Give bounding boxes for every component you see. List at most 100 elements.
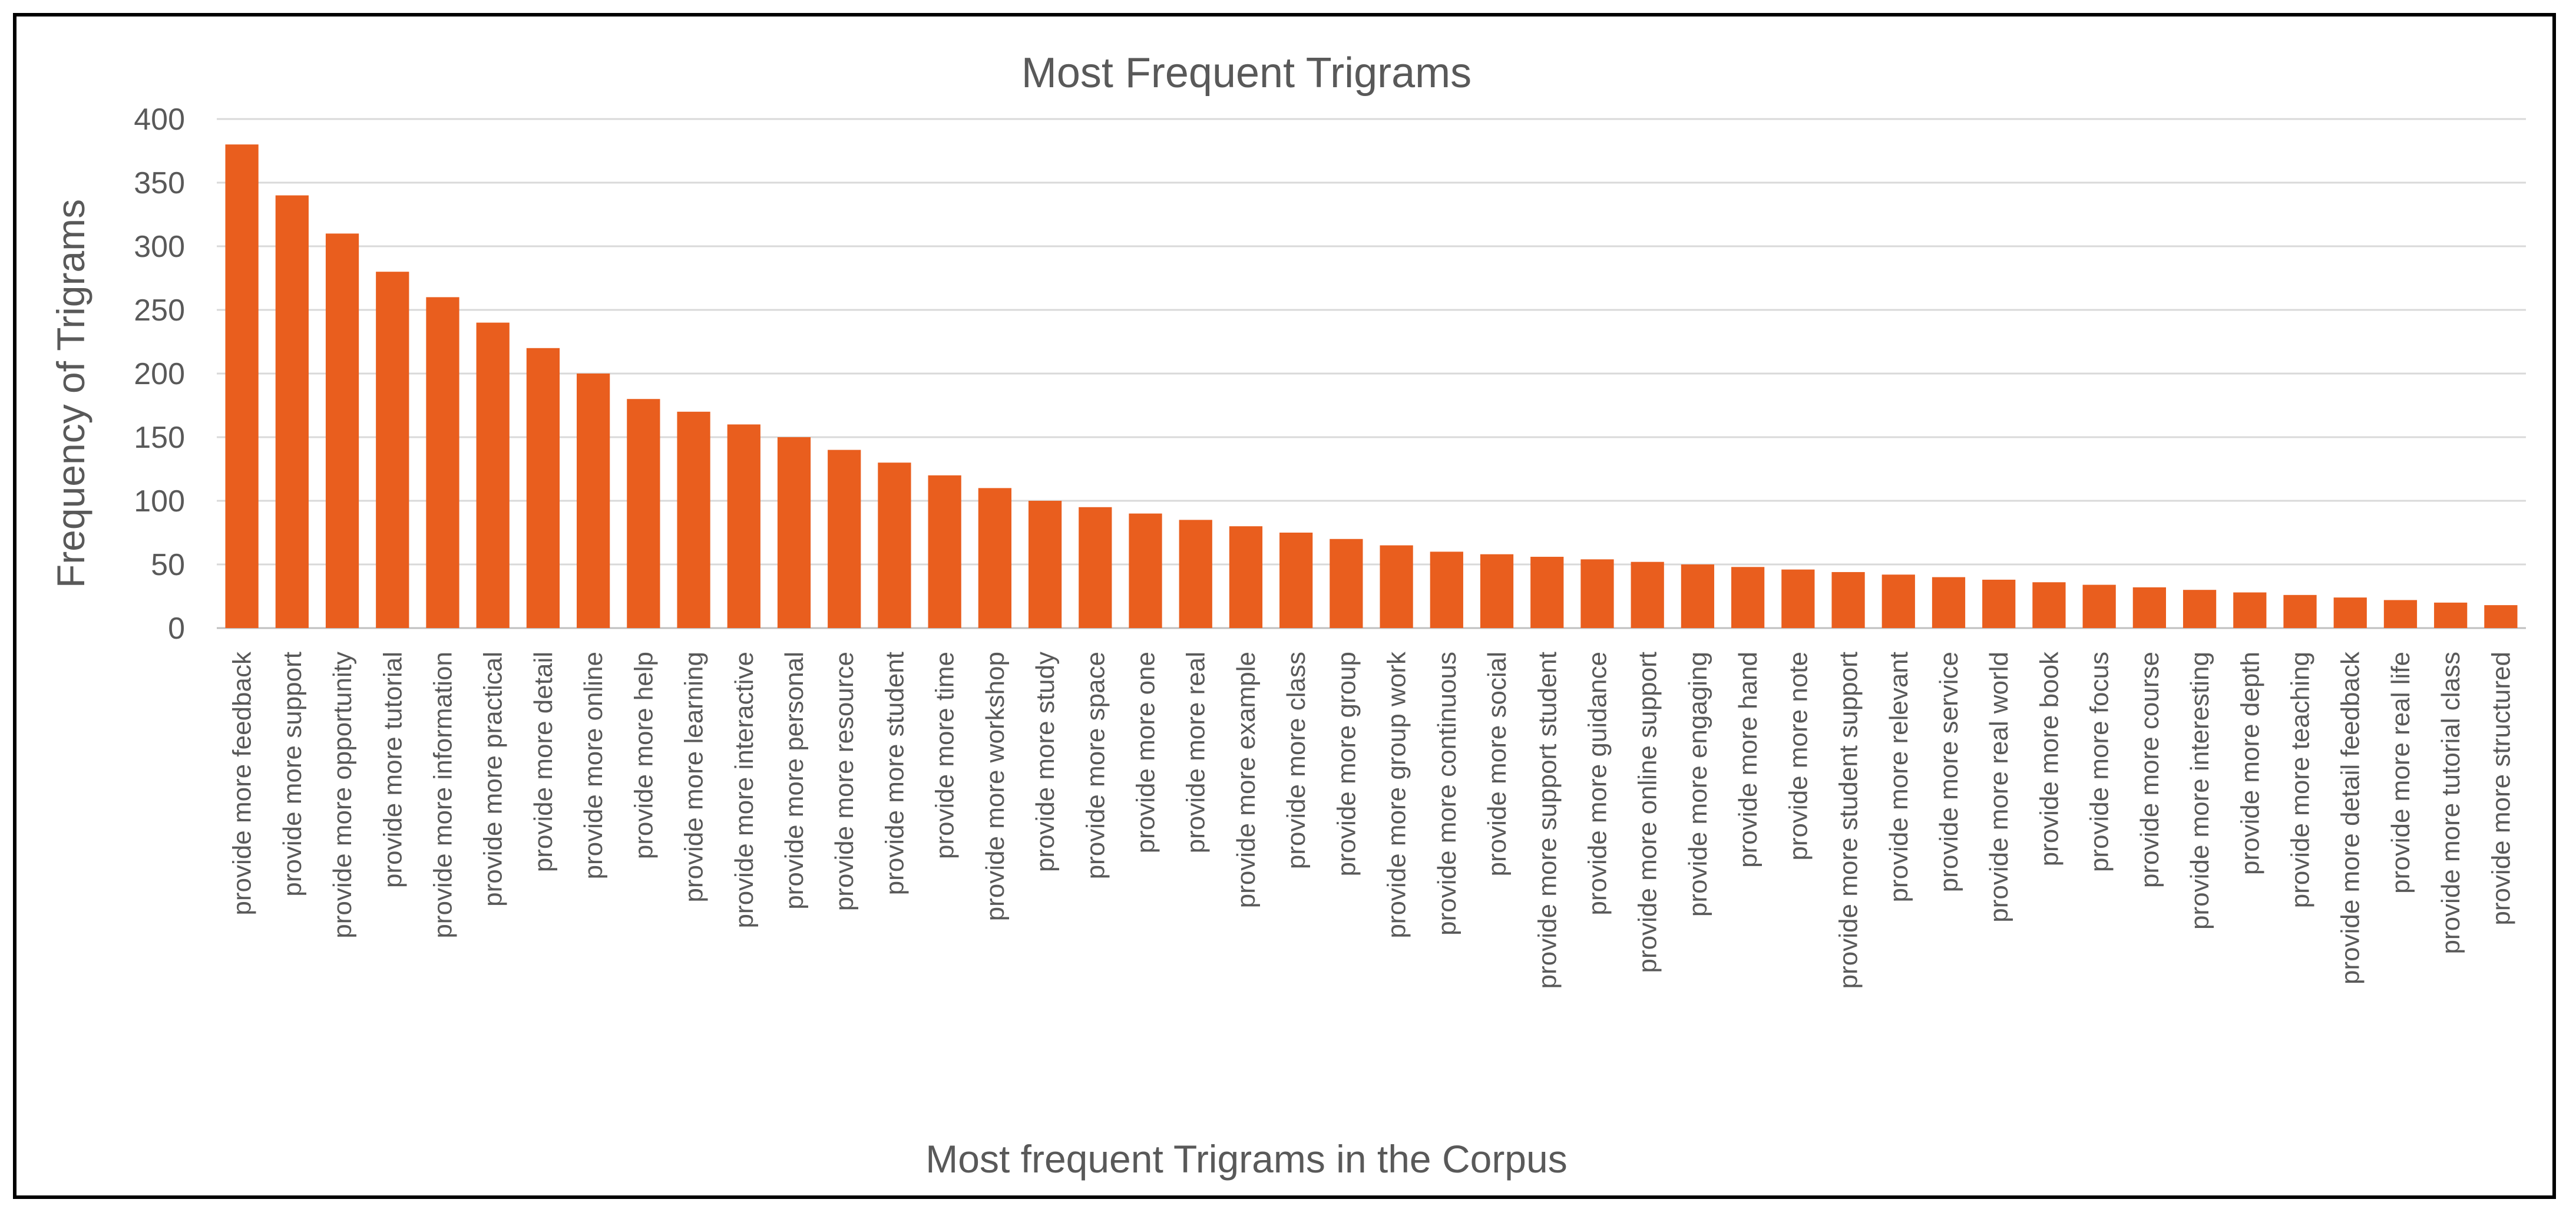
x-category-label: provide more social xyxy=(1483,652,1512,877)
x-category-label: provide more support xyxy=(278,652,307,897)
bar xyxy=(577,374,610,628)
x-category-label: provide more note xyxy=(1784,652,1813,861)
bar xyxy=(1881,574,1915,628)
bar xyxy=(1631,561,1664,628)
bar xyxy=(2283,594,2317,628)
x-category-label: provide more space xyxy=(1081,652,1110,879)
bar xyxy=(1279,533,1313,628)
bar xyxy=(426,297,459,628)
x-category-label: provide more depth xyxy=(2236,652,2264,875)
x-category-label: provide more student support xyxy=(1834,652,1863,989)
bar xyxy=(1580,559,1614,628)
bar xyxy=(2032,582,2066,628)
bar xyxy=(1380,545,1413,628)
bar xyxy=(978,488,1011,628)
bar xyxy=(1932,577,1966,628)
y-tick-label: 300 xyxy=(134,230,185,264)
x-category-label: provide more continuous xyxy=(1433,652,1461,936)
bar xyxy=(1229,526,1263,628)
x-category-label: provide more study xyxy=(1031,652,1060,872)
gridlines xyxy=(217,118,2526,629)
x-category-label: provide more example xyxy=(1232,652,1261,908)
bar xyxy=(2484,605,2518,628)
x-category-label: provide more service xyxy=(1935,652,1963,892)
x-category-label: provide more hand xyxy=(1734,652,1762,868)
x-category-label: provide more group work xyxy=(1383,651,1411,939)
bar xyxy=(376,272,409,628)
x-category-label: provide more interesting xyxy=(2185,652,2214,930)
x-category-label: provide more support student xyxy=(1533,652,1562,989)
bar xyxy=(2333,597,2367,628)
x-category-label: provide more opportunity xyxy=(328,652,357,939)
x-category-label: provide more practical xyxy=(479,652,508,907)
bar xyxy=(777,437,811,628)
x-category-label: provide more one xyxy=(1132,652,1160,853)
x-category-label: provide more feedback xyxy=(228,651,257,916)
bar xyxy=(1330,539,1363,628)
x-category-label: provide more group xyxy=(1332,652,1361,877)
x-category-label: provide more learning xyxy=(680,652,709,903)
x-category-label: provide more class xyxy=(1282,652,1311,869)
x-axis-title: Most frequent Trigrams in the Corpus xyxy=(925,1137,1567,1181)
bar xyxy=(1129,513,1162,628)
x-category-label: provide more detail feedback xyxy=(2336,651,2365,985)
bar xyxy=(1781,569,1815,628)
bar xyxy=(2132,587,2166,628)
chart-frame: Most Frequent Trigrams Frequency of Trig… xyxy=(13,13,2556,1199)
bar xyxy=(1430,551,1463,628)
x-category-label: provide more online support xyxy=(1633,652,1662,973)
y-tick-label: 50 xyxy=(151,548,185,582)
x-category-label: provide more tutorial xyxy=(378,652,407,888)
bar xyxy=(828,450,861,628)
x-category-label: provide more real world xyxy=(1985,652,2013,923)
y-axis-ticks: 0 50 100 150 200 250 300 350 400 xyxy=(134,103,185,646)
bar xyxy=(1681,564,1715,628)
bar xyxy=(325,233,359,628)
x-category-label: provide more detail xyxy=(529,652,558,872)
x-category-label: provide more guidance xyxy=(1583,652,1612,916)
bar xyxy=(2383,600,2418,628)
x-category-label: provide more book xyxy=(2035,651,2064,866)
x-category-label: provide more personal xyxy=(780,652,809,910)
bar xyxy=(1028,501,1062,628)
x-category-label: provide more course xyxy=(2135,652,2164,888)
x-category-label: provide more engaging xyxy=(1684,652,1712,917)
x-category-label: provide more real xyxy=(1182,652,1211,853)
bar xyxy=(627,399,660,628)
x-category-label: provide more teaching xyxy=(2286,652,2315,908)
x-category-label: provide more help xyxy=(629,652,658,859)
y-tick-label: 250 xyxy=(134,293,185,328)
x-category-label: provide more real life xyxy=(2386,652,2415,894)
bar xyxy=(476,322,510,628)
x-category-label: provide more online xyxy=(579,652,608,879)
bar xyxy=(1079,507,1112,628)
bar xyxy=(1179,520,1212,628)
bar xyxy=(1530,557,1564,628)
y-tick-label: 100 xyxy=(134,484,185,518)
bar xyxy=(677,411,710,628)
x-category-label: provide more resource xyxy=(830,652,859,911)
chart-title: Most Frequent Trigrams xyxy=(1021,49,1471,97)
x-category-label: provide more student xyxy=(880,652,909,895)
bar xyxy=(1480,554,1514,628)
bars xyxy=(225,144,2518,629)
x-category-label: provide more structured xyxy=(2486,652,2515,926)
y-tick-label: 150 xyxy=(134,421,185,455)
x-category-label: provide more time xyxy=(931,652,960,859)
x-category-label: provide more interactive xyxy=(730,652,759,929)
x-category-label: provide more relevant xyxy=(1884,652,1913,903)
bar xyxy=(526,348,560,628)
y-tick-label: 400 xyxy=(134,103,185,137)
y-tick-label: 0 xyxy=(168,612,185,646)
y-axis-title: Frequency of Trigrams xyxy=(49,199,92,588)
x-category-label: provide more focus xyxy=(2085,652,2114,872)
bar xyxy=(2183,590,2217,628)
bar xyxy=(928,475,961,628)
bar xyxy=(275,195,309,629)
bar xyxy=(2233,592,2267,628)
y-tick-label: 200 xyxy=(134,357,185,391)
bar xyxy=(1731,567,1765,628)
bar xyxy=(1982,579,2016,628)
x-axis-category-labels: provide more feedback provide more suppor… xyxy=(228,651,2516,989)
x-category-label: provide more information xyxy=(428,652,457,939)
